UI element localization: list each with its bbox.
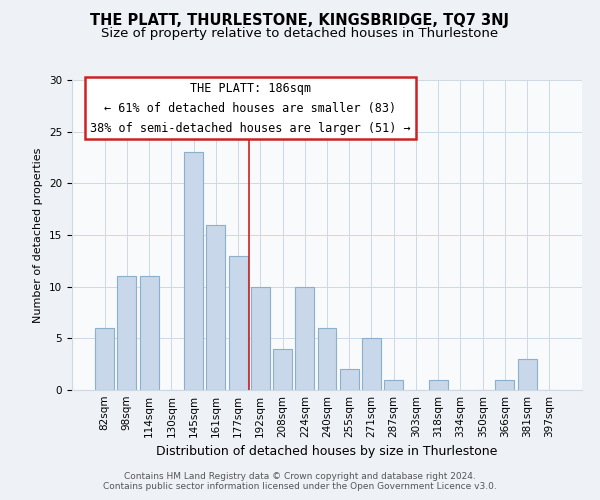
Bar — [362, 338, 381, 390]
Text: THE PLATT, THURLESTONE, KINGSBRIDGE, TQ7 3NJ: THE PLATT, THURLESTONE, KINGSBRIDGE, TQ7… — [91, 12, 509, 28]
X-axis label: Distribution of detached houses by size in Thurlestone: Distribution of detached houses by size … — [157, 446, 497, 458]
Text: Size of property relative to detached houses in Thurlestone: Size of property relative to detached ho… — [101, 28, 499, 40]
Bar — [140, 276, 158, 390]
Bar — [251, 286, 270, 390]
Bar — [95, 328, 114, 390]
Bar — [273, 348, 292, 390]
Y-axis label: Number of detached properties: Number of detached properties — [34, 148, 43, 322]
Bar — [295, 286, 314, 390]
Bar — [384, 380, 403, 390]
Bar — [206, 224, 225, 390]
Bar — [340, 370, 359, 390]
Bar — [118, 276, 136, 390]
Bar — [518, 359, 536, 390]
Bar — [184, 152, 203, 390]
Bar — [429, 380, 448, 390]
Bar — [229, 256, 248, 390]
Text: THE PLATT: 186sqm
← 61% of detached houses are smaller (83)
38% of semi-detached: THE PLATT: 186sqm ← 61% of detached hous… — [90, 82, 411, 134]
Text: Contains HM Land Registry data © Crown copyright and database right 2024.: Contains HM Land Registry data © Crown c… — [124, 472, 476, 481]
Bar — [496, 380, 514, 390]
Bar — [317, 328, 337, 390]
Text: Contains public sector information licensed under the Open Government Licence v3: Contains public sector information licen… — [103, 482, 497, 491]
